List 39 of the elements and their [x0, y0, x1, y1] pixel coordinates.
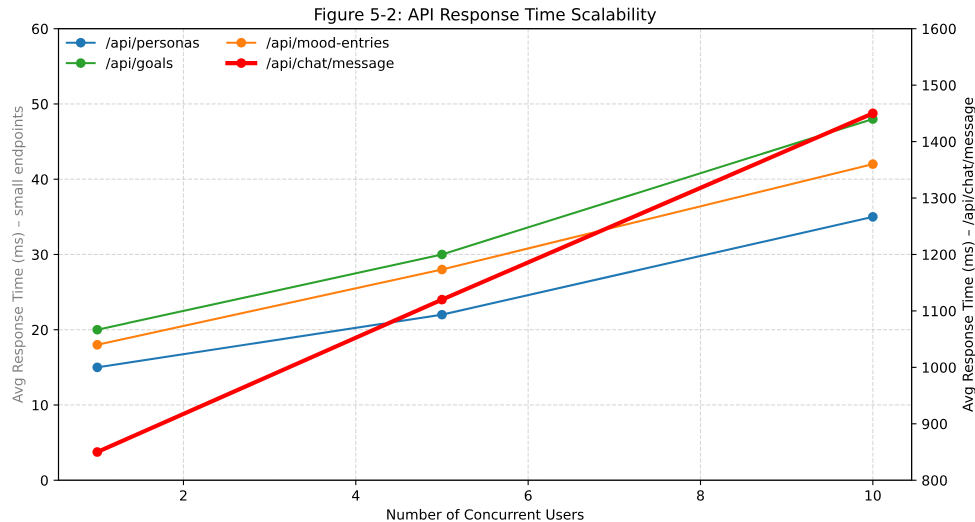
point [437, 264, 447, 274]
y2-tick-label: 1600 [922, 24, 956, 34]
point [92, 324, 102, 335]
y-tick-label: 40 [32, 174, 48, 185]
y-tick-label: 0 [40, 475, 48, 486]
y-tick-label: 50 [32, 98, 48, 110]
point [437, 294, 447, 304]
x-axis-title: Number of Concurrent Users [387, 508, 584, 520]
point [92, 340, 102, 350]
point [437, 250, 447, 260]
x-tick-label: 6 [524, 490, 532, 501]
y-tick-label: 30 [32, 249, 48, 260]
legend-label: /api/chat/message [266, 57, 394, 71]
y2-tick-label: 1200 [922, 249, 956, 260]
y2-tick-label: 1400 [922, 136, 956, 148]
legend-label: /api/mood-entries [266, 37, 389, 50]
x-tick-label: 8 [697, 490, 704, 501]
y-tick-label: 20 [32, 324, 48, 336]
chart-title: Figure 5-2: API Response Time Scalability [315, 8, 656, 24]
x-tick-label: 2 [180, 490, 186, 501]
legend-label: /api/personas [106, 37, 199, 50]
y2-tick-label: 900 [922, 418, 947, 430]
y2-tick-label: 1100 [922, 306, 956, 316]
y2-tick-label: 1500 [922, 80, 956, 91]
y2-tick-label: 800 [922, 475, 947, 486]
point [868, 159, 878, 170]
y2-tick-label: 1000 [922, 362, 956, 373]
y-tick-label: 10 [32, 400, 48, 410]
point [868, 108, 878, 118]
point [437, 310, 447, 320]
x-tick-label: 4 [352, 490, 360, 501]
point [92, 447, 102, 457]
y-axis-title: Avg Response Time (ms) – small endpoints [12, 106, 26, 403]
point [92, 362, 102, 372]
x-tick-label: 10 [866, 490, 881, 501]
point [868, 212, 878, 222]
legend-label: /api/goals [106, 57, 173, 71]
y-tick-label: 60 [32, 24, 48, 34]
y2-tick-label: 1300 [922, 193, 956, 204]
